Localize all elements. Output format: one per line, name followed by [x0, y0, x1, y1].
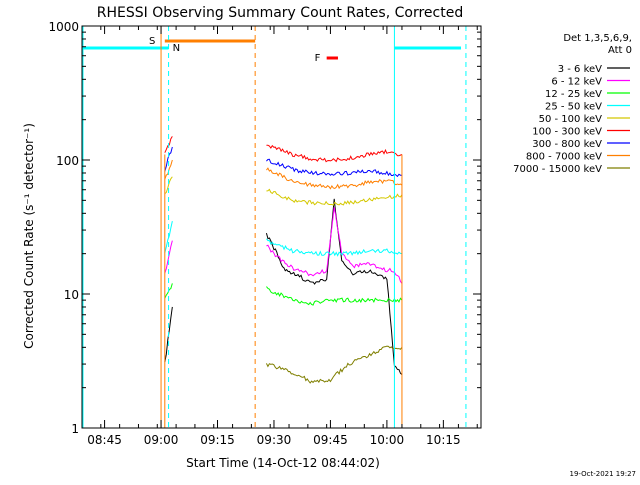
y-tick-label-4: 1000 — [48, 20, 79, 34]
legend-label-7: 300 - 800 keV — [532, 139, 602, 150]
x-tick-label-7: 10:15 — [426, 433, 461, 447]
y-tick-label-3: 100 — [56, 154, 79, 168]
x-tick-label-6: 10:00 — [370, 433, 405, 447]
x-tick-label-5: 09:45 — [313, 433, 348, 447]
legend-label-4: 25 - 50 keV — [545, 102, 602, 113]
plot-frame — [81, 25, 482, 429]
y-tick-label-1: 1 — [71, 422, 79, 436]
series-line-8 — [266, 167, 403, 190]
series-line-2 — [266, 207, 403, 284]
series-line-4 — [266, 238, 403, 257]
legend-label-6: 100 - 300 keV — [532, 127, 602, 138]
legend-label-9: 7000 - 15000 keV — [513, 164, 602, 175]
legend-label-1: 3 - 6 keV — [558, 64, 602, 75]
series-line-1 — [265, 198, 403, 376]
axis-layer: 1 10 100 1000 08:45 09:00 09:15 09:30 09:45 10:00… — [48, 20, 482, 447]
series-line-5 — [164, 176, 173, 195]
series-line-9 — [265, 345, 403, 384]
plot-layer — [164, 136, 403, 428]
legend-label-5: 50 - 100 keV — [539, 114, 603, 125]
chart-title: RHESSI Observing Summary Count Rates, Co… — [97, 5, 463, 21]
night-label: N — [173, 43, 180, 54]
series-line-2 — [164, 240, 173, 274]
footer-date: 19-Oct-2021 19:27 — [570, 470, 636, 478]
series-line-7 — [266, 158, 402, 178]
series-line-6 — [266, 144, 403, 163]
legend-header-line-1: Det 1,3,5,6,9, — [563, 33, 632, 44]
saa-label: S — [149, 36, 155, 47]
legend-label-8: 800 - 7000 keV — [526, 152, 602, 163]
y-tick-label-2: 10 — [64, 288, 79, 302]
marker-layer: S N F — [82, 26, 467, 428]
flare-label: F — [315, 53, 321, 64]
legend-label-2: 6 - 12 keV — [551, 77, 602, 88]
x-tick-label-1: 08:45 — [87, 433, 122, 447]
legend-label-3: 12 - 25 keV — [545, 89, 602, 100]
x-tick-label-4: 09:30 — [257, 433, 292, 447]
x-tick-label-2: 09:00 — [144, 433, 179, 447]
x-axis-label: Start Time (14-Oct-12 08:44:02) — [186, 456, 380, 470]
series-line-5 — [266, 188, 403, 206]
legend-header-line-2: Att 0 — [608, 45, 632, 56]
x-tick-label-3: 09:15 — [200, 433, 235, 447]
series-line-3 — [266, 286, 403, 306]
y-axis-label: Corrected Count Rate (s⁻¹ detector⁻¹) — [22, 123, 36, 349]
